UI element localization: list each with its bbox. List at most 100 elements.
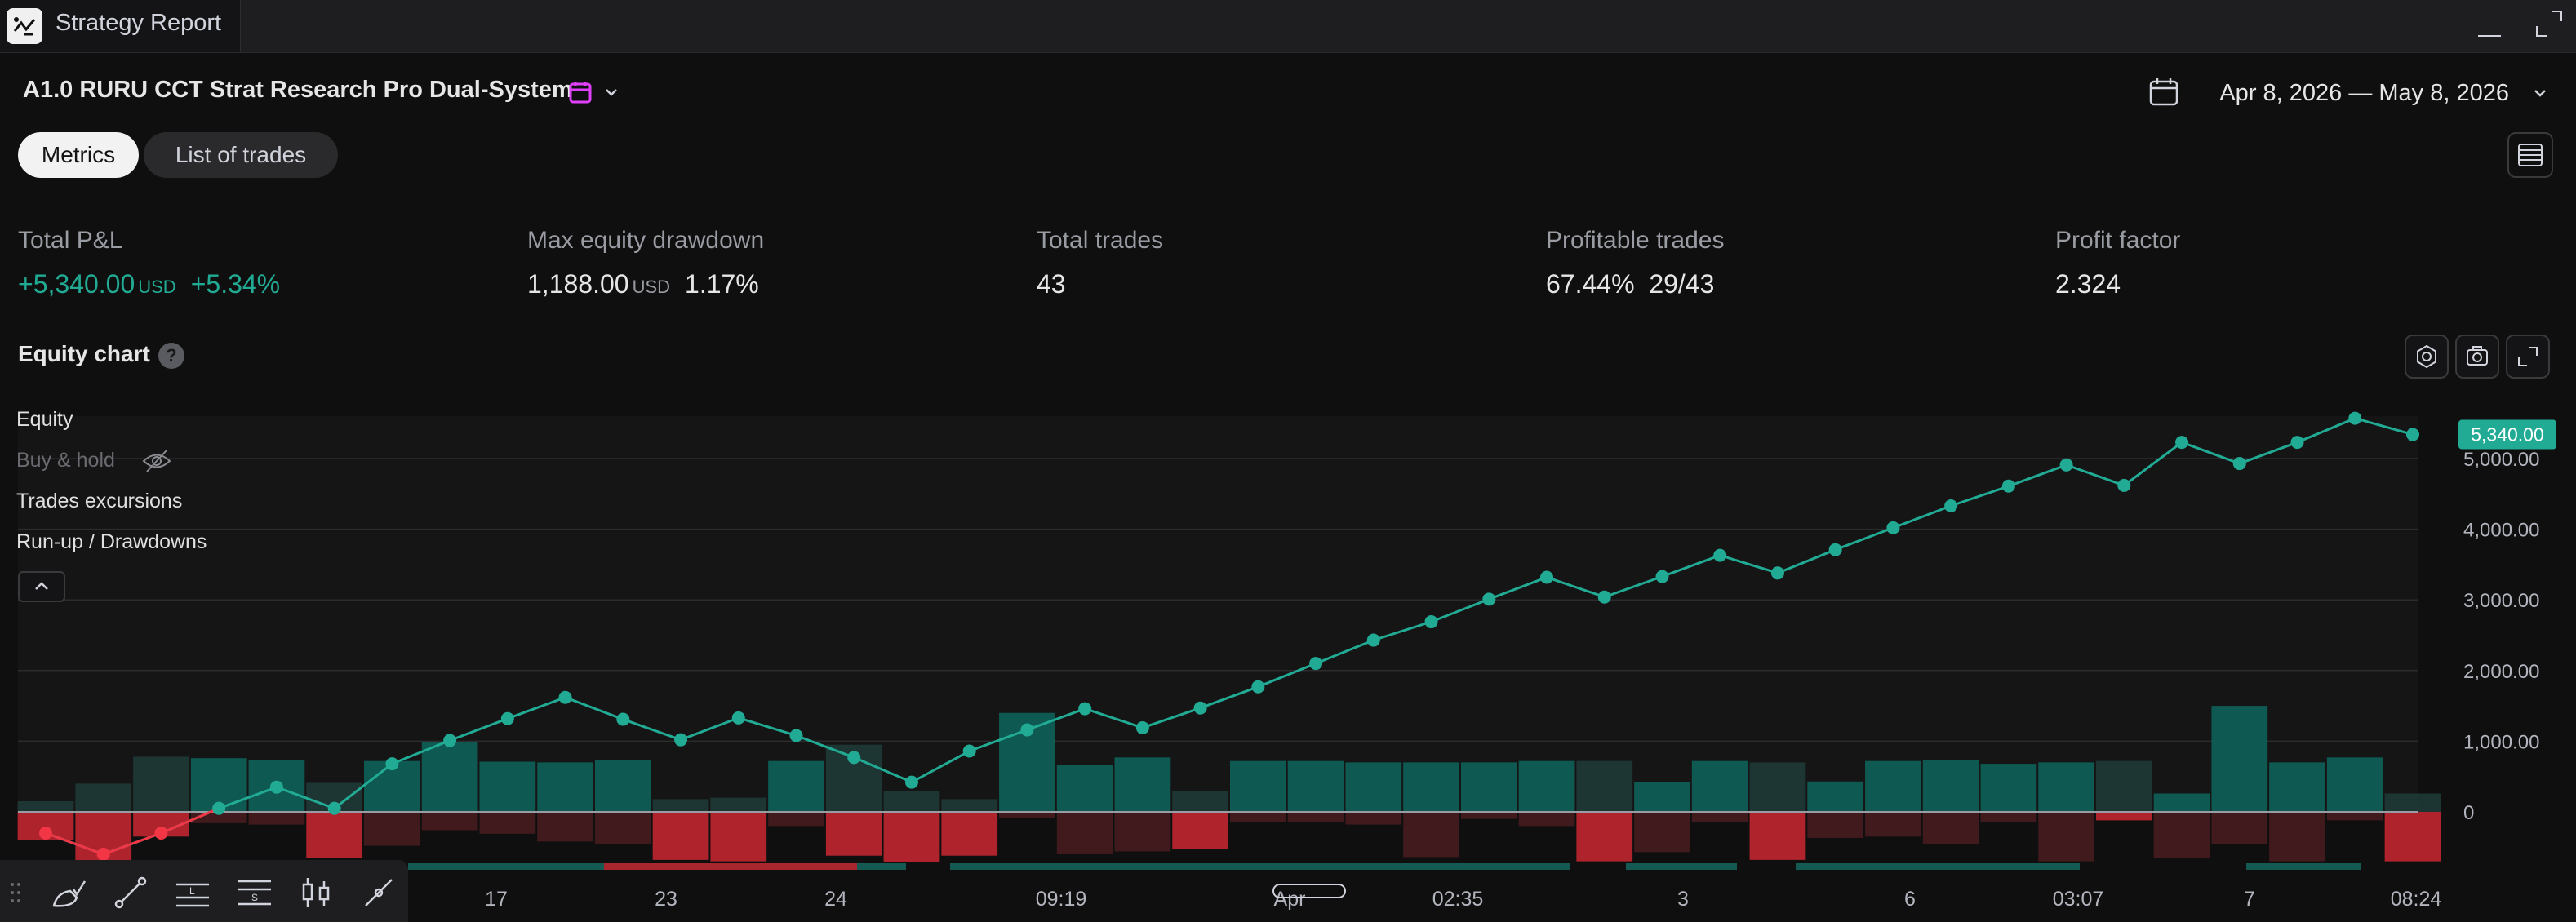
runup-bar	[941, 799, 998, 812]
chevron-down-icon[interactable]	[601, 82, 622, 103]
runup-bar	[594, 760, 651, 812]
minimize-button[interactable]	[2468, 3, 2514, 49]
drawdown-bar	[537, 812, 593, 842]
x-tick-label: 09:19	[1036, 888, 1087, 911]
plot-area	[18, 416, 2418, 812]
runup-bar	[537, 762, 593, 812]
equity-point	[1713, 548, 1727, 562]
last-value-badge	[2458, 419, 2556, 450]
runup-bar	[710, 797, 767, 812]
legend-collapse-button[interactable]	[18, 571, 65, 602]
runup-bar	[883, 791, 940, 812]
runup-bar	[75, 783, 132, 812]
drawdown-bar	[1865, 812, 1921, 837]
equity-chart[interactable]: 5,000.00 4,000.00 3,000.00 2,000.00 1,000.00…	[0, 351, 2576, 922]
equity-point	[1424, 615, 1438, 629]
x-tick-label: 03:07	[2053, 888, 2104, 911]
window-title: Strategy Report	[56, 10, 222, 36]
equity-point	[2348, 411, 2362, 425]
svg-text:S: S	[251, 892, 258, 903]
trade-period-segment	[604, 863, 857, 870]
equity-point	[789, 729, 803, 742]
equity-point	[2406, 428, 2419, 441]
app-tab[interactable]: Strategy Report	[0, 0, 241, 52]
runup-bar	[2269, 762, 2325, 812]
date-range-picker[interactable]: Apr 8, 2026 — May 8, 2026	[2125, 72, 2550, 113]
drawdown-bar	[652, 812, 709, 860]
legend-buy-hold[interactable]: Buy & hold	[16, 449, 115, 472]
equity-point	[1366, 633, 1380, 647]
metric-ratio: 29/43	[1649, 269, 1715, 299]
x-tick-label: 17	[485, 888, 508, 911]
metric-value: 67.44%	[1546, 269, 1635, 299]
runup-bar	[1865, 760, 1921, 812]
legend-equity[interactable]: Equity	[16, 408, 73, 431]
metric-label: Total P&L	[18, 227, 123, 254]
help-icon[interactable]: ?	[158, 343, 184, 369]
chart-settings-button[interactable]	[2405, 335, 2449, 379]
drawdown-bar	[2211, 812, 2268, 844]
metric-profitable-trades: Profitable trades 67.44% 29/43	[1546, 227, 2036, 299]
metric-percent: +5.34%	[190, 269, 281, 299]
menu-lines-icon	[2518, 144, 2543, 166]
measure-tool-icon[interactable]	[359, 873, 398, 912]
equity-point	[731, 711, 745, 725]
drawdown-bar	[1691, 812, 1748, 822]
x-tick-label: 23	[655, 888, 677, 911]
runup-bar	[1980, 764, 2037, 812]
chevron-down-icon	[2530, 83, 2550, 103]
equity-point	[269, 780, 283, 794]
legend-trades-excursions[interactable]: Trades excursions	[16, 490, 183, 512]
equity-point	[2059, 458, 2073, 472]
eye-off-icon[interactable]	[140, 447, 173, 475]
drawdown-bar	[1056, 812, 1113, 854]
runup-bar	[1634, 782, 1690, 812]
equity-point	[1886, 521, 1900, 534]
drawdown-bar	[710, 812, 767, 862]
report-header: A1.0 RURU CCT Strat Research Pro Dual-Sy…	[0, 57, 2576, 132]
drawdown-bar	[1576, 812, 1633, 862]
equity-point	[2117, 478, 2131, 492]
drawing-toolbar: L S	[0, 860, 408, 922]
short-position-tool-icon[interactable]: S	[235, 873, 274, 912]
y-tick-label: 0	[2463, 802, 2474, 824]
x-tick-label: 6	[1904, 888, 1916, 911]
minimize-icon	[2478, 35, 2501, 37]
maximize-button[interactable]	[2527, 3, 2573, 49]
candles-tool-icon[interactable]	[297, 873, 336, 912]
drawdown-bar	[768, 812, 824, 827]
runup-bar	[1403, 762, 1459, 812]
metric-percent: 1.17%	[685, 269, 759, 299]
runup-bar	[1691, 760, 1748, 812]
runup-bar	[2038, 762, 2094, 812]
tab-metrics[interactable]: Metrics	[18, 132, 139, 178]
equity-chart-title: Equity chart	[18, 341, 150, 366]
chart-fullscreen-button[interactable]	[2506, 335, 2550, 379]
equity-point	[212, 801, 226, 815]
runup-bar	[1056, 765, 1113, 812]
drawdown-bar	[306, 812, 363, 858]
chevron-up-icon	[35, 582, 48, 590]
legend-runup-drawdowns[interactable]: Run-up / Drawdowns	[16, 530, 207, 553]
equity-point	[2001, 479, 2015, 493]
drawdown-bar	[1518, 812, 1575, 827]
equity-point	[1540, 570, 1554, 584]
equity-point	[2232, 457, 2246, 471]
layout-menu-button[interactable]	[2507, 132, 2553, 178]
drag-handle-icon[interactable]	[10, 881, 21, 904]
runup-bar	[1807, 781, 1864, 812]
equity-point	[2175, 436, 2189, 450]
equity-point	[327, 801, 341, 815]
chart-screenshot-button[interactable]	[2455, 335, 2499, 379]
equity-line	[45, 417, 2414, 856]
long-position-tool-icon[interactable]: L	[173, 873, 212, 912]
strategy-name[interactable]: A1.0 RURU CCT Strat Research Pro Dual-Sy…	[23, 77, 573, 103]
drawdown-bar	[1807, 812, 1864, 839]
tab-list-of-trades[interactable]: List of trades	[144, 132, 338, 178]
brush-tool-icon[interactable]	[49, 873, 88, 912]
runup-bar	[1749, 762, 1806, 812]
trend-line-tool-icon[interactable]	[111, 873, 150, 912]
metric-unit: USD	[138, 277, 176, 297]
y-tick-label: 3,000.00	[2463, 590, 2539, 612]
trade-period-segment	[1626, 863, 1737, 870]
